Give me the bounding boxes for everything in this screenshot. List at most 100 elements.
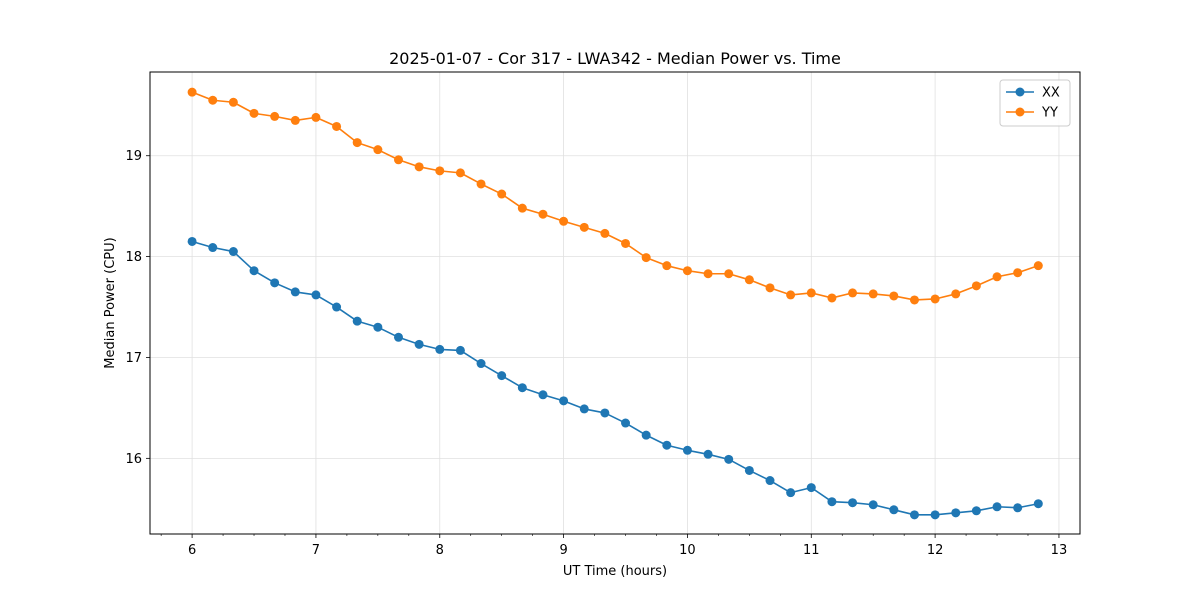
data-point-yy <box>806 288 816 298</box>
data-point-xx <box>435 344 445 354</box>
legend-label-yy: YY <box>1041 106 1058 121</box>
data-point-yy <box>187 87 197 97</box>
data-point-xx <box>1013 503 1023 513</box>
data-point-yy <box>827 293 837 303</box>
data-point-yy <box>497 189 507 199</box>
data-point-yy <box>373 145 383 155</box>
data-point-yy <box>538 209 548 219</box>
data-point-yy <box>1013 268 1023 278</box>
data-point-xx <box>971 506 981 516</box>
x-axis-label: UT Time (hours) <box>563 564 667 579</box>
data-point-xx <box>992 502 1002 512</box>
data-point-yy <box>208 95 218 105</box>
data-point-yy <box>992 272 1002 282</box>
data-point-yy <box>311 112 321 122</box>
data-point-yy <box>724 269 734 279</box>
data-point-xx <box>641 430 651 440</box>
data-point-xx <box>352 316 362 326</box>
data-point-yy <box>579 222 589 232</box>
y-tick-label: 16 <box>125 452 142 467</box>
data-point-xx <box>476 359 486 369</box>
data-point-xx <box>951 508 961 518</box>
data-point-xx <box>786 488 796 498</box>
axis-ticks: 6 7 8 9 10 11 12 13 16 17 18 19 <box>125 149 1067 558</box>
data-point-yy <box>559 216 569 226</box>
data-point-xx <box>270 278 280 288</box>
data-point-xx <box>806 483 816 493</box>
data-point-xx <box>600 408 610 418</box>
data-point-xx <box>703 449 713 459</box>
data-point-yy <box>228 97 238 107</box>
data-point-yy <box>848 288 858 298</box>
data-point-xx <box>208 243 218 253</box>
data-point-yy <box>662 261 672 271</box>
data-point-yy <box>889 291 899 301</box>
data-point-xx <box>724 454 734 464</box>
chart-title: 2025-01-07 - Cor 317 - LWA342 - Median P… <box>389 49 841 68</box>
y-tick-label: 19 <box>125 149 142 164</box>
x-tick-label: 11 <box>803 543 820 558</box>
series-line-xx <box>191 240 1039 516</box>
data-point-yy <box>476 179 486 189</box>
legend-label-xx: XX <box>1042 86 1060 101</box>
data-point-yy <box>744 275 754 285</box>
data-point-yy <box>868 289 878 299</box>
plot-frame <box>149 71 1081 535</box>
data-point-yy <box>1033 261 1043 271</box>
data-point-xx <box>559 396 569 406</box>
data-point-xx <box>909 510 919 520</box>
data-point-yy <box>414 162 424 172</box>
data-point-xx <box>889 505 899 515</box>
data-point-xx <box>332 302 342 312</box>
y-tick-label: 17 <box>125 351 142 366</box>
data-point-yy <box>332 121 342 131</box>
data-point-xx <box>579 404 589 414</box>
x-tick-label: 7 <box>312 543 320 558</box>
series-line-yy <box>191 91 1039 301</box>
data-point-yy <box>621 238 631 248</box>
data-point-xx <box>373 322 383 332</box>
data-point-xx <box>517 383 527 393</box>
x-tick-label: 6 <box>188 543 196 558</box>
data-point-yy <box>641 253 651 263</box>
data-point-xx <box>393 332 403 342</box>
data-point-xx <box>311 290 321 300</box>
data-point-xx <box>414 339 424 349</box>
data-point-xx <box>249 266 259 276</box>
data-point-yy <box>703 269 713 279</box>
data-point-xx <box>868 500 878 510</box>
data-point-xx <box>228 247 238 257</box>
data-point-xx <box>290 287 300 297</box>
legend-swatch-marker-xx <box>1015 87 1025 97</box>
data-point-xx <box>538 390 548 400</box>
legend: XX YY <box>999 79 1071 127</box>
x-tick-label: 8 <box>436 543 444 558</box>
x-tick-label: 10 <box>679 543 696 558</box>
data-point-yy <box>765 283 775 293</box>
data-point-yy <box>786 290 796 300</box>
data-point-yy <box>290 115 300 125</box>
data-point-yy <box>909 295 919 305</box>
data-point-yy <box>270 111 280 121</box>
data-point-xx <box>744 465 754 475</box>
data-point-yy <box>435 166 445 176</box>
data-point-yy <box>455 168 465 178</box>
data-point-xx <box>662 440 672 450</box>
data-point-yy <box>930 294 940 304</box>
plot-series <box>187 87 1043 520</box>
data-point-xx <box>621 418 631 428</box>
y-tick-label: 18 <box>125 250 142 265</box>
data-point-xx <box>848 498 858 508</box>
data-point-yy <box>352 138 362 148</box>
data-point-yy <box>971 281 981 291</box>
data-point-yy <box>517 203 527 213</box>
data-point-xx <box>187 236 197 246</box>
data-point-xx <box>455 345 465 355</box>
y-axis-label: Median Power (CPU) <box>103 237 118 368</box>
data-point-yy <box>682 266 692 276</box>
data-point-xx <box>497 371 507 381</box>
data-point-xx <box>1033 499 1043 509</box>
data-point-xx <box>930 510 940 520</box>
data-point-xx <box>827 497 837 507</box>
